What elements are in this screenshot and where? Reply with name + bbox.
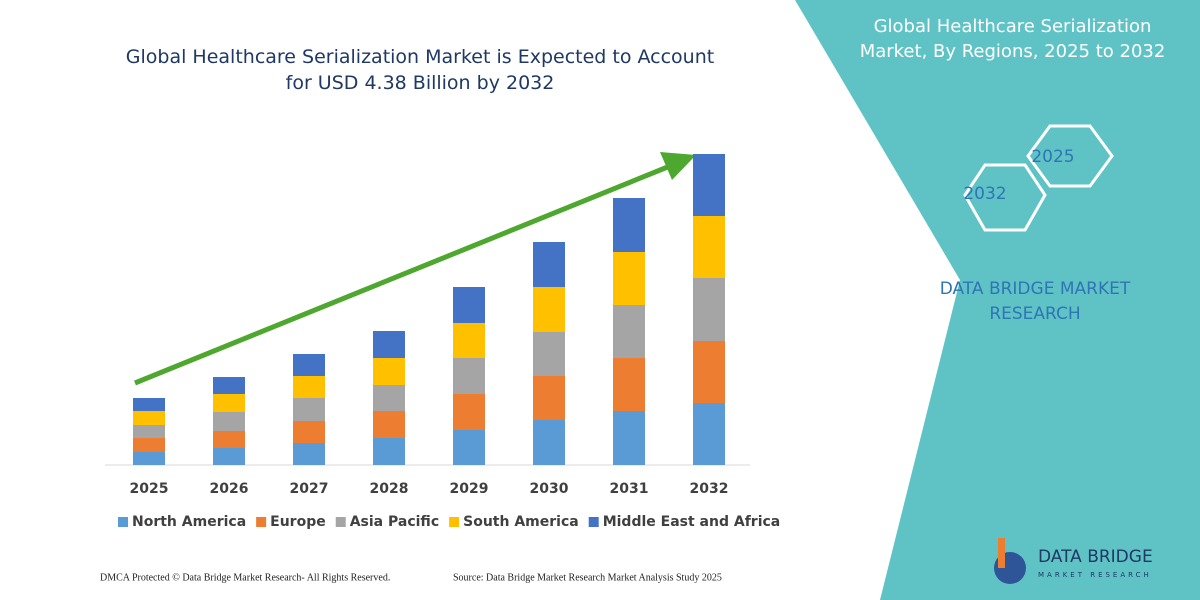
bar-segment bbox=[133, 425, 165, 438]
bar-segment bbox=[453, 287, 485, 323]
bar-segment bbox=[133, 411, 165, 425]
chart-title: Global Healthcare Serialization Market i… bbox=[125, 46, 715, 94]
bar-segment bbox=[613, 305, 645, 358]
logo: DATA BRIDGE MARKET RESEARCH bbox=[994, 538, 1153, 584]
legend-swatch bbox=[588, 517, 599, 527]
bar-segment bbox=[373, 438, 405, 465]
bar-segment bbox=[133, 438, 165, 452]
hexagon-label: 2025 bbox=[1031, 147, 1074, 167]
x-tick-label: 2030 bbox=[530, 481, 569, 497]
x-tick-label: 2026 bbox=[210, 481, 249, 497]
hexagon bbox=[963, 163, 1047, 232]
bar-segment bbox=[453, 430, 485, 465]
bar-segment bbox=[533, 420, 565, 465]
bar-segment bbox=[613, 252, 645, 305]
legend-label: North America bbox=[132, 514, 246, 530]
bar-segment bbox=[213, 394, 245, 412]
bar-segment bbox=[293, 443, 325, 465]
legend-swatch bbox=[256, 517, 267, 527]
bar-segment bbox=[213, 377, 245, 394]
legend-label: South America bbox=[463, 514, 579, 530]
x-tick-label: 2031 bbox=[610, 481, 649, 497]
bar-segment bbox=[293, 421, 325, 443]
bar-segment bbox=[693, 278, 725, 341]
bar-segment bbox=[453, 358, 485, 394]
bar-segment bbox=[373, 331, 405, 358]
bar-segment bbox=[293, 376, 325, 398]
hexagon-label: 2032 bbox=[963, 184, 1006, 204]
bar-segment bbox=[693, 341, 725, 403]
brand: DATA BRIDGE MARKET RESEARCH bbox=[939, 279, 1131, 324]
bar-segment bbox=[213, 431, 245, 448]
bar-segment bbox=[133, 452, 165, 465]
hexagon bbox=[1026, 124, 1114, 188]
bar-segment bbox=[293, 354, 325, 376]
bar-segment bbox=[693, 216, 725, 278]
bar-segment bbox=[693, 154, 725, 216]
bar-segment bbox=[613, 198, 645, 252]
bar-segment bbox=[533, 287, 565, 332]
footer-left: DMCA Protected © Data Bridge Market Rese… bbox=[100, 572, 390, 583]
bar-segment bbox=[453, 323, 485, 358]
bar-segment bbox=[373, 358, 405, 385]
logo-mark bbox=[998, 538, 1005, 568]
bar-segment bbox=[533, 376, 565, 420]
side-title: Global Healthcare Serialization Market, … bbox=[859, 16, 1166, 62]
bar-segment bbox=[373, 411, 405, 438]
legend-label: Europe bbox=[270, 514, 326, 530]
legend-swatch bbox=[335, 517, 346, 527]
x-tick-label: 2028 bbox=[370, 481, 409, 497]
trend-arrow-head bbox=[660, 152, 696, 180]
logo-tagline: MARKET RESEARCH bbox=[1038, 571, 1152, 579]
side-panel-bg bbox=[795, 0, 1200, 600]
legend-label: Asia Pacific bbox=[350, 514, 439, 530]
bar-segment bbox=[213, 448, 245, 465]
bar-segment bbox=[213, 412, 245, 431]
legend-swatch bbox=[118, 517, 128, 527]
bar-segment bbox=[613, 358, 645, 411]
x-tick-label: 2032 bbox=[690, 481, 729, 497]
logo-name: DATA BRIDGE bbox=[1038, 547, 1153, 567]
x-tick-label: 2029 bbox=[450, 481, 489, 497]
trend-arrow bbox=[134, 161, 676, 386]
bar-segment bbox=[293, 398, 325, 421]
footer-right: Source: Data Bridge Market Research Mark… bbox=[453, 572, 722, 583]
bar-segment bbox=[453, 394, 485, 430]
bar-segment bbox=[613, 411, 645, 465]
bar-segment bbox=[133, 398, 165, 411]
bar-segment bbox=[373, 385, 405, 411]
bar-segment bbox=[533, 332, 565, 376]
legend-label: Middle East and Africa bbox=[603, 514, 781, 530]
bar-segment bbox=[693, 403, 725, 465]
x-tick-label: 2027 bbox=[290, 481, 329, 497]
x-tick-label: 2025 bbox=[130, 481, 169, 497]
bar-segment bbox=[533, 242, 565, 287]
legend-swatch bbox=[449, 517, 460, 527]
